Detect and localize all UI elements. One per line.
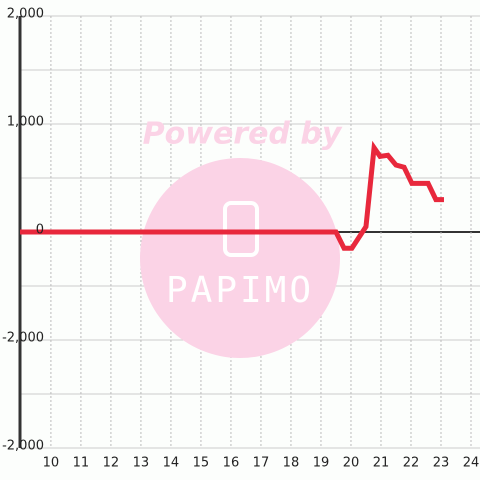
- watermark-top: Powered by: [143, 117, 343, 152]
- watermark: Powered by PAPIMO: [140, 117, 343, 358]
- x-tick-label: 16: [223, 456, 240, 471]
- x-tick-label: 18: [283, 456, 300, 471]
- x-tick-label: 21: [373, 456, 390, 471]
- x-tick-label: 11: [73, 456, 90, 471]
- watermark-icon: [223, 201, 259, 257]
- x-tick-label: 17: [253, 456, 270, 471]
- y-tick-label: -2,000: [2, 331, 44, 346]
- series-line: [20, 140, 444, 251]
- y-tick-label: 2,000: [7, 7, 44, 22]
- x-tick-label: 20: [343, 456, 360, 471]
- x-tick-label: 10: [43, 456, 60, 471]
- x-tick-label: 24: [463, 456, 480, 471]
- y-tick-label: 1,000: [7, 115, 44, 130]
- x-tick-label: 23: [433, 456, 450, 471]
- y-tick-label: 0: [36, 223, 44, 238]
- x-tick-label: 12: [103, 456, 120, 471]
- x-tick-label: 15: [193, 456, 210, 471]
- x-tick-label: 13: [133, 456, 150, 471]
- x-tick-label: 22: [403, 456, 420, 471]
- watermark-circle: [140, 158, 340, 358]
- x-tick-label: 14: [163, 456, 180, 471]
- x-tick-label: 19: [313, 456, 330, 471]
- y-tick-label: -2,000: [2, 439, 44, 454]
- watermark-bottom: PAPIMO: [166, 270, 314, 311]
